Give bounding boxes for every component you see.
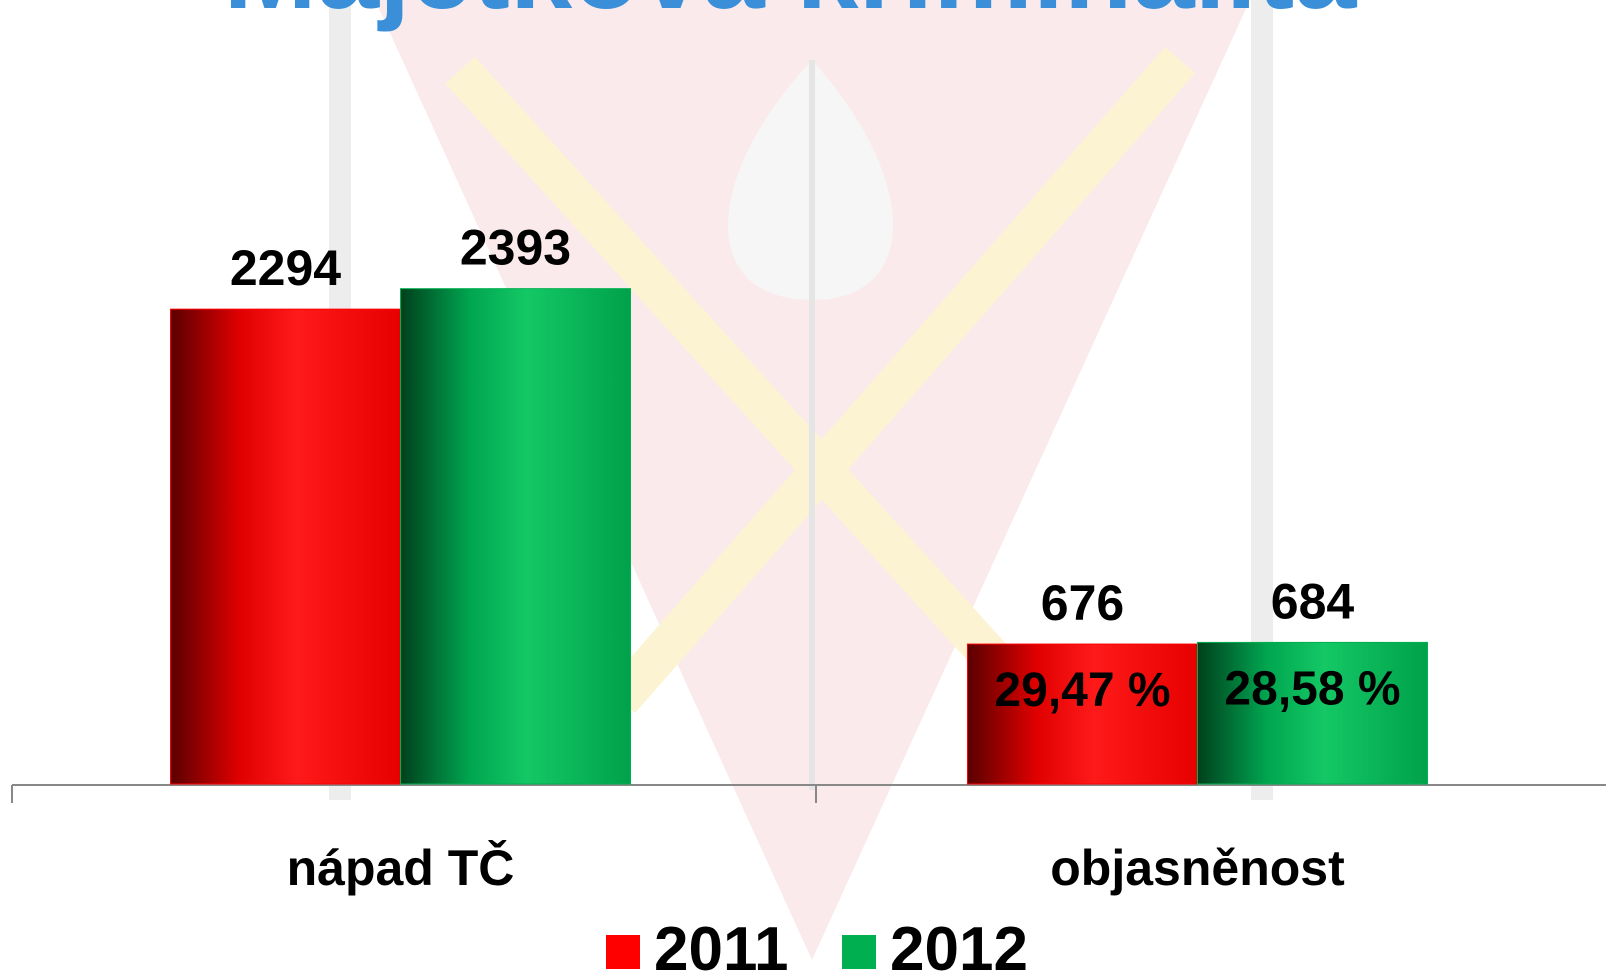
chart: Majetková kriminalita nápad TČ 2294 2393 ob… (0, 0, 1606, 974)
chart-title: Majetková kriminalita (224, 0, 1358, 32)
page: {"chart_data": {"type": "bar", "title": … (0, 0, 1606, 974)
legend-label: 2011 (654, 915, 789, 974)
value-label: 684 (1271, 573, 1355, 629)
x-tick-label: nápad TČ (287, 839, 515, 896)
legend-swatch (606, 935, 640, 969)
value-label: 2294 (230, 240, 341, 296)
x-tick-label: objasněnost (1050, 840, 1345, 896)
value-label: 2393 (460, 220, 571, 276)
bar (401, 289, 631, 784)
legend-label: 2012 (890, 915, 1028, 974)
value-label: 676 (1041, 575, 1124, 631)
bar (171, 309, 401, 784)
percent-label: 29,47 % (994, 664, 1170, 717)
percent-label: 28,58 % (1224, 662, 1400, 715)
legend-swatch (842, 935, 876, 969)
